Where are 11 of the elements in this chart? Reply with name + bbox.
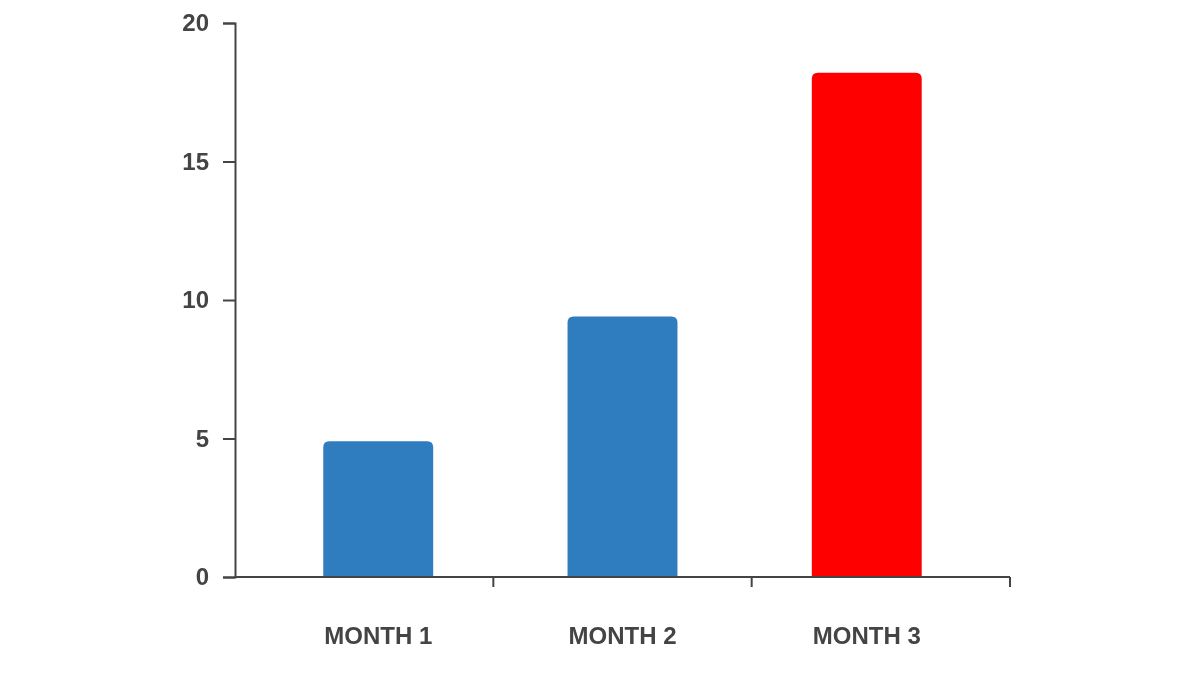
x-tick-label: MONTH 2: [568, 622, 677, 649]
bar: [811, 72, 922, 577]
y-tick-label: 0: [195, 563, 209, 591]
bar: [323, 441, 434, 577]
y-tick-label: 15: [182, 147, 209, 175]
y-tick-label: 10: [182, 286, 209, 314]
y-tick-label: 20: [182, 9, 209, 37]
y-tick-label: 5: [195, 424, 209, 452]
bar: [567, 316, 678, 577]
x-tick-label: MONTH 3: [812, 622, 921, 649]
x-tick-label: MONTH 1: [324, 622, 433, 649]
